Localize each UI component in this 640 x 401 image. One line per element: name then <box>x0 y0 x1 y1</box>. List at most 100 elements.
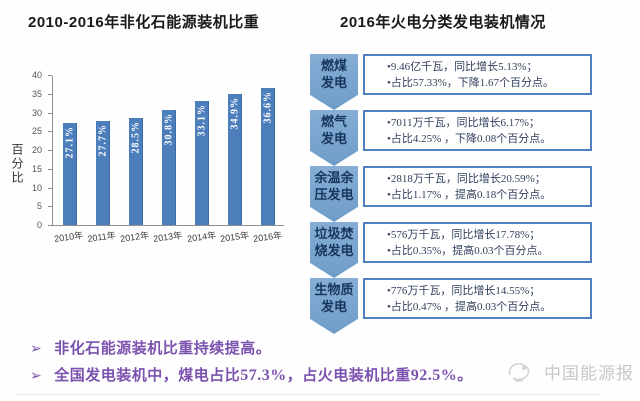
flow-row-biomass: 生物质 发电 •776万千瓦，同比增长14.55%； •占比0.47% ，提高0… <box>310 278 592 334</box>
arrowhead-bullet-icon: ➢ <box>30 340 43 356</box>
bar-slot: 28.5% <box>119 76 152 225</box>
china-energy-news-logo-icon <box>508 363 530 382</box>
y-tick-mark <box>48 206 52 208</box>
info-bullet-1: •576万千瓦，同比增长17.78%； <box>387 229 541 241</box>
y-tick-mark <box>48 225 52 226</box>
x-tick-label: 2011年 <box>87 230 117 244</box>
publisher-watermark: 中国能源报 <box>504 355 634 387</box>
summary-line-1: ➢ 非化石能源装机比重持续提高。 <box>30 337 473 358</box>
y-axis-title: 百分比 <box>10 143 24 185</box>
bottom-divider <box>14 394 600 395</box>
bar-chart: 百分比 0 5 10 15 20 25 30 35 40 27.1% 27.7% 28.5% 30.8… <box>2 58 294 254</box>
x-tick-label: 2010年 <box>53 230 84 244</box>
bar-value-label: 27.7% <box>97 124 108 157</box>
summary-text-1: 非化石能源装机比重持续提高。 <box>54 340 272 357</box>
arrow-label-line2: 烧发电 <box>314 243 354 258</box>
watermark-text: 中国能源报 <box>544 363 634 383</box>
arrow-label-line2: 压发电 <box>314 187 354 202</box>
y-tick-label: 35 <box>31 88 42 99</box>
x-tick-label: 2012年 <box>119 230 150 244</box>
summary-line-2: ➢ 全国发电装机中，煤电占比57.3%，占火电装机比重92.5%。 <box>30 364 473 385</box>
bar-2015年: 34.9% <box>227 94 242 225</box>
bar-value-label: 34.9% <box>229 97 240 130</box>
gas-power-arrow-label: 燃气 发电 <box>310 110 358 166</box>
info-bullet-1: •7011万千瓦，同比增长6.17%； <box>387 117 540 129</box>
bar-2010年: 27.1% <box>62 123 77 225</box>
y-tick-label: 5 <box>36 201 42 212</box>
waste-incineration-info-box: •576万千瓦，同比增长17.78%； •占比0.35%，提高0.03个百分点。 <box>363 222 592 263</box>
arrow-label-line1: 生物质 <box>314 282 354 297</box>
y-tick-label: 10 <box>31 182 42 193</box>
bar-value-label: 30.8% <box>163 112 174 146</box>
bar-2014年: 33.1% <box>194 100 209 225</box>
bar-2016年: 36.6% <box>260 87 275 225</box>
y-tick-mark <box>48 168 52 170</box>
summary-notes: ➢ 非化石能源装机比重持续提高。 ➢ 全国发电装机中，煤电占比57.3%，占火电… <box>30 337 473 391</box>
info-bullet-2: •占比0.35%，提高0.03个百分点。 <box>387 245 549 257</box>
bar-slot: 34.9% <box>218 76 251 225</box>
arrow-label-line1: 燃煤 <box>320 58 347 73</box>
flow-row-waste-incineration: 垃圾焚 烧发电 •576万千瓦，同比增长17.78%； •占比0.35%，提高0… <box>310 222 592 278</box>
info-bullet-2: •占比0.47% ，提高0.03个百分点。 <box>387 301 552 313</box>
bar-slot: 33.1% <box>185 76 218 225</box>
info-bullet-2: •占比4.25% ，下降0.08个百分点。 <box>387 133 552 145</box>
arrow-label-line1: 垃圾焚 <box>314 226 354 241</box>
y-tick-label: 20 <box>31 145 42 155</box>
y-tick-mark <box>48 75 52 76</box>
gas-power-info-box: •7011万千瓦，同比增长6.17%； •占比4.25% ，下降0.08个百分点… <box>363 110 592 151</box>
arrow-label-line2: 发电 <box>320 299 347 314</box>
arrow-label-line1: 余温余 <box>314 170 354 185</box>
bar-slot: 27.1% <box>53 76 86 225</box>
x-tick-label: 2014年 <box>186 230 217 244</box>
flow-row-waste-heat: 余温余 压发电 •2818万千瓦，同比增长20.59%； •占比1.17% ，提… <box>310 166 592 222</box>
bar-slot: 27.7% <box>86 76 119 225</box>
y-tick-label: 25 <box>31 126 42 137</box>
y-tick-mark <box>48 150 52 151</box>
bar-slot: 36.6% <box>251 76 284 225</box>
arrowhead-bullet-icon: ➢ <box>30 367 43 383</box>
bar-value-label: 36.6% <box>262 90 273 124</box>
bar-2011年: 27.7% <box>95 121 110 225</box>
thermal-power-panel: 燃煤 发电 •9.46亿千瓦，同比增长5.13%； •占比57.33%，下降1.… <box>310 54 592 334</box>
info-bullet-1: •776万千瓦，同比增长14.55%； <box>387 285 541 297</box>
coal-power-info-box: •9.46亿千瓦，同比增长5.13%； •占比57.33%，下降1.67个百分点… <box>363 54 592 95</box>
bars-container: 27.1% 27.7% 28.5% 30.8% 33.1% 34.9% 36.6% <box>53 76 284 225</box>
bar-2013年: 30.8% <box>161 109 176 225</box>
x-tick-label: 2015年 <box>219 230 250 244</box>
bar-value-label: 33.1% <box>196 103 207 137</box>
bar-2012年: 28.5% <box>128 118 143 225</box>
info-bullet-1: •2818万千瓦，同比增长20.59%； <box>387 173 546 185</box>
y-axis-ticks: 0 5 10 15 20 25 30 35 40 <box>2 71 52 230</box>
arrow-label-line1: 燃气 <box>320 114 347 129</box>
bar-value-label: 27.1% <box>64 126 75 159</box>
y-tick-mark <box>48 93 52 95</box>
waste-heat-power-info-box: •2818万千瓦，同比增长20.59%； •占比1.17% ，提高0.18个百分… <box>363 166 592 207</box>
x-tick-label: 2013年 <box>152 230 184 244</box>
y-tick-label: 15 <box>31 163 42 174</box>
left-chart-title: 2010-2016年非化石能源装机比重 <box>28 14 260 31</box>
y-tick-label: 30 <box>31 107 42 118</box>
bar-slot: 30.8% <box>152 76 185 225</box>
info-bullet-2: •占比57.33%，下降1.67个百分点。 <box>387 77 555 89</box>
arrow-label-line2: 发电 <box>320 131 347 146</box>
bar-value-label: 28.5% <box>130 121 141 154</box>
y-tick-mark <box>48 187 52 189</box>
x-tick-label: 2016年 <box>252 230 283 244</box>
y-tick-label: 40 <box>31 70 42 80</box>
y-tick-mark <box>48 112 52 114</box>
x-axis-labels: 2010年 2011年 2012年 2013年 2014年 2015年 2016年 <box>52 230 284 244</box>
flow-row-gas: 燃气 发电 •7011万千瓦，同比增长6.17%； •占比4.25% ，下降0.… <box>310 110 592 166</box>
coal-power-arrow-label: 燃煤 发电 <box>310 54 358 110</box>
arrow-label-line2: 发电 <box>320 75 347 90</box>
info-bullet-2: •占比1.17% ，提高0.18个百分点。 <box>387 189 552 201</box>
summary-text-2: 全国发电装机中，煤电占比57.3%，占火电装机比重92.5%。 <box>54 367 473 384</box>
biomass-power-arrow-label: 生物质 发电 <box>310 278 358 334</box>
biomass-power-info-box: •776万千瓦，同比增长14.55%； •占比0.47% ，提高0.03个百分点… <box>363 278 592 319</box>
waste-heat-power-arrow-label: 余温余 压发电 <box>310 166 358 222</box>
info-bullet-1: •9.46亿千瓦，同比增长5.13%； <box>387 61 538 73</box>
y-tick-label: 0 <box>36 220 42 230</box>
bar-plot: 27.1% 27.7% 28.5% 30.8% 33.1% 34.9% 36.6% <box>52 76 284 226</box>
right-panel-title: 2016年火电分类发电装机情况 <box>340 14 546 31</box>
y-tick-mark <box>48 131 52 133</box>
